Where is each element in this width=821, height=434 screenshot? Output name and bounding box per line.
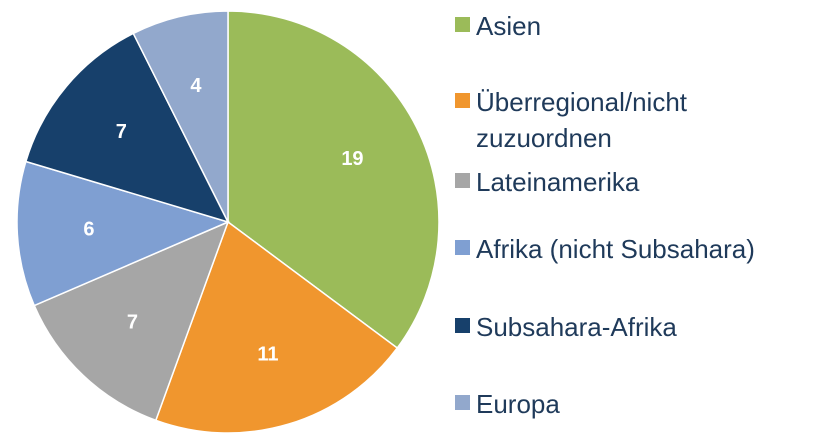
- legend-label: Afrika (nicht Subsahara): [476, 234, 755, 264]
- legend-swatch: [455, 173, 470, 188]
- pie-slice: [132, 10, 229, 223]
- legend-item: Subsahara-Afrika: [455, 309, 805, 345]
- legend-swatch: [455, 93, 470, 108]
- slice-label: 7: [127, 312, 138, 334]
- slice-label: 6: [83, 218, 94, 240]
- pie-slice: [16, 160, 231, 307]
- legend-label: Lateinamerika: [476, 167, 640, 197]
- pie-slice: [33, 220, 230, 422]
- slice-label: 11: [257, 344, 278, 366]
- legend-swatch: [455, 318, 470, 333]
- slice-label: 19: [341, 148, 363, 170]
- legend-item: Europa: [455, 386, 805, 422]
- legend-item: Asien: [455, 8, 805, 44]
- slice-label: 7: [116, 121, 127, 143]
- legend-swatch: [455, 395, 470, 410]
- legend-swatch: [455, 17, 470, 32]
- pie-slice: [227, 10, 440, 350]
- legend-item: Afrika (nicht Subsahara): [455, 231, 805, 267]
- legend-item: Überregional/nicht zuzuordnen: [455, 84, 805, 156]
- legend-label: Subsahara-Afrika: [476, 312, 677, 342]
- legend-label: Europa: [476, 389, 560, 419]
- slice-label: 4: [190, 75, 202, 97]
- pie-slice: [24, 32, 230, 224]
- legend-label: Überregional/nicht zuzuordnen: [476, 87, 688, 153]
- pie-slice: [154, 220, 399, 434]
- pie-area: 19 11 7 6 7 4: [16, 10, 440, 434]
- legend-item: Lateinamerika: [455, 164, 805, 200]
- legend-label: Asien: [476, 11, 542, 41]
- legend-swatch: [455, 240, 470, 255]
